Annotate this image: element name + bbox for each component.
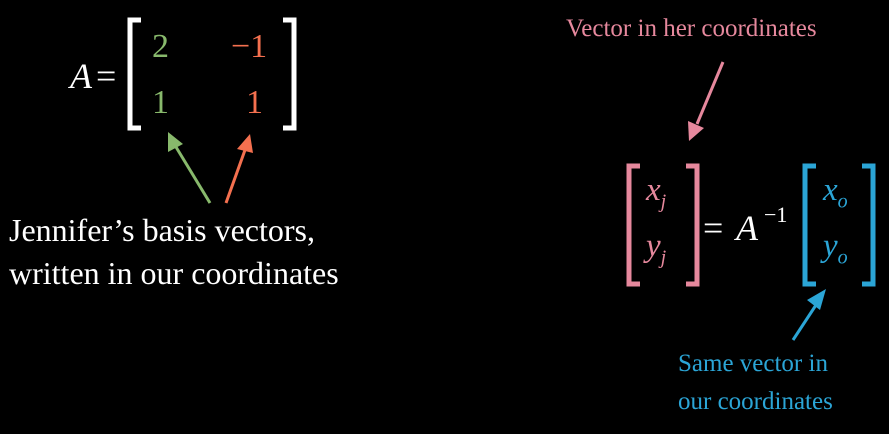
red-arrow-head xyxy=(237,134,253,153)
matrix-right-bracket xyxy=(283,17,297,131)
blue-arrow-shaft xyxy=(791,304,818,341)
matrix-symbol-a: A xyxy=(70,56,92,96)
yj-symbol: yj xyxy=(646,228,667,269)
green-arrow-head xyxy=(168,132,183,152)
basis-caption-line1: Jennifer’s basis vectors, xyxy=(9,212,315,248)
matrix-entry-r2c1: 1 xyxy=(152,84,169,121)
our-vector-left-bracket xyxy=(802,163,816,287)
her-vector-right-bracket xyxy=(686,163,700,287)
basis-caption-line2: written in our coordinates xyxy=(9,255,339,291)
same-vector-caption-line2: our coordinates xyxy=(678,388,833,415)
pink-arrow-head xyxy=(688,121,704,141)
matrix-entry-r2c2: 1 xyxy=(246,84,263,121)
green-arrow-shaft xyxy=(174,146,212,204)
xo-subscript: o xyxy=(837,190,848,213)
yo-subscript: o xyxy=(837,246,848,269)
her-vector-left-bracket xyxy=(626,163,640,287)
same-vector-caption-line1: Same vector in xyxy=(678,350,828,377)
yo-symbol: yo xyxy=(823,228,848,269)
pink-arrow-shaft xyxy=(695,61,725,125)
her-coordinates-caption: Vector in her coordinates xyxy=(566,15,817,42)
red-arrow-shaft xyxy=(224,149,247,204)
xo-symbol: xo xyxy=(823,172,848,213)
matrix-entry-r1c1: 2 xyxy=(152,28,169,65)
our-vector-right-bracket xyxy=(862,163,876,287)
inverse-exponent: −1 xyxy=(764,202,788,227)
yj-subscript: j xyxy=(660,246,667,269)
xj-symbol: xj xyxy=(646,172,667,213)
matrix-left-bracket xyxy=(127,17,141,131)
blue-arrow-head xyxy=(807,289,826,310)
matrix-entry-r1c2: −1 xyxy=(231,28,268,65)
matrix-equals: = xyxy=(96,56,117,96)
xj-subscript: j xyxy=(660,190,667,213)
transform-equals: = xyxy=(703,208,724,248)
transform-symbol-a: A xyxy=(736,208,758,248)
